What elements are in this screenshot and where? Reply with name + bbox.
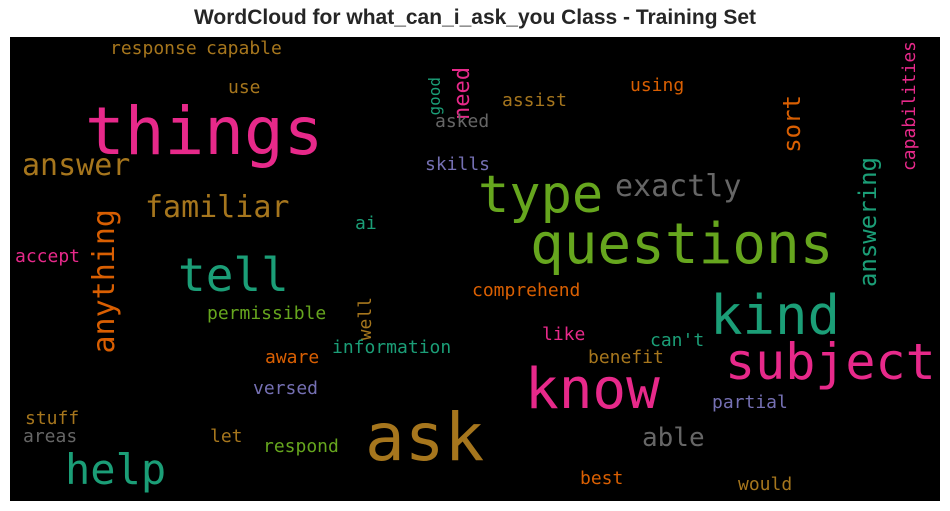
word-comprehend: comprehend: [472, 280, 581, 301]
word-ai: ai: [355, 213, 377, 234]
word-accept: accept: [15, 246, 81, 267]
word-partial: partial: [712, 392, 788, 413]
word-stuff: stuff: [25, 408, 80, 429]
word-type: type: [478, 165, 604, 225]
word-exactly: exactly: [615, 169, 742, 204]
word-able: able: [642, 423, 705, 453]
word-skills: skills: [425, 154, 491, 175]
word-asked: asked: [435, 111, 490, 132]
word-let: let: [210, 426, 243, 447]
word-familiar: familiar: [145, 190, 290, 225]
word-use: use: [228, 77, 261, 98]
word-would: would: [738, 474, 793, 495]
word-kind: kind: [710, 284, 841, 347]
word-answering: answering: [854, 157, 882, 288]
chart-title: WordCloud for what_can_i_ask_you Class -…: [193, 6, 757, 29]
word-respond: respond: [263, 436, 339, 457]
word-anything: anything: [87, 209, 122, 354]
word-good: good: [425, 77, 444, 116]
word-ask: ask: [365, 399, 485, 476]
word-can-t: can't: [650, 330, 705, 351]
word-versed: versed: [253, 378, 319, 399]
word-assist: assist: [502, 90, 568, 111]
word-things: things: [85, 93, 324, 170]
word-capable: capable: [206, 38, 282, 59]
word-response: response: [110, 38, 197, 59]
word-information: information: [332, 337, 452, 358]
word-capabilities: capabilities: [899, 41, 920, 172]
word-tell: tell: [178, 248, 289, 302]
word-aware: aware: [265, 347, 320, 368]
word-best: best: [580, 468, 624, 489]
word-benefit: benefit: [588, 347, 664, 368]
word-questions: questions: [530, 212, 834, 277]
word-well: well: [355, 297, 376, 341]
word-subject: subject: [725, 333, 936, 391]
word-like: like: [542, 324, 586, 345]
word-know: know: [525, 357, 660, 422]
wordcloud-canvas: things questions ask know kind subject type tel…: [10, 37, 940, 501]
word-sort: sort: [778, 95, 806, 153]
word-using: using: [630, 75, 685, 96]
word-areas: areas: [23, 426, 78, 447]
word-help: help: [65, 445, 167, 494]
word-permissible: permissible: [207, 303, 327, 324]
word-answer: answer: [22, 148, 131, 183]
